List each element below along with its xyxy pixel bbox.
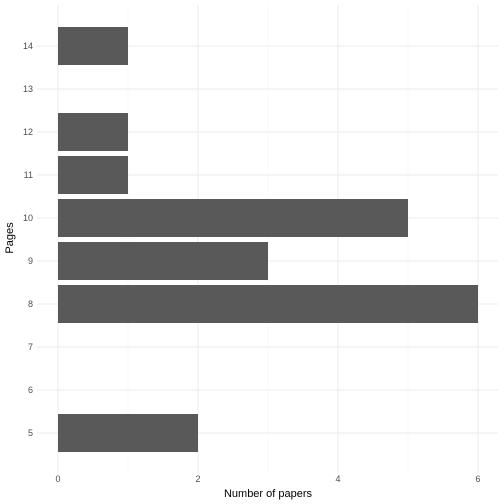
y-tick-label: 5 — [28, 428, 33, 438]
y-tick-label: 9 — [28, 256, 33, 266]
y-tick-label: 13 — [23, 84, 33, 94]
bar-pages-12 — [58, 113, 128, 151]
x-tick-label: 4 — [335, 474, 340, 484]
y-tick-label: 14 — [23, 41, 33, 51]
bar-pages-8 — [58, 285, 478, 323]
bar-pages-9 — [58, 242, 268, 280]
x-tick-label: 2 — [195, 474, 200, 484]
grid — [37, 5, 498, 473]
y-tick-label: 7 — [28, 342, 33, 352]
bars — [58, 27, 478, 452]
y-axis-title: Pages — [4, 222, 16, 254]
y-axis-ticks: 5 6 7 8 9 10 11 12 13 14 — [23, 41, 33, 438]
bar-pages-11 — [58, 156, 128, 194]
bar-pages-14 — [58, 27, 128, 65]
y-tick-label: 6 — [28, 385, 33, 395]
x-tick-label: 0 — [55, 474, 60, 484]
bar-pages-10 — [58, 199, 408, 237]
x-tick-label: 6 — [475, 474, 480, 484]
y-tick-label: 11 — [24, 170, 33, 180]
x-axis-title: Number of papers — [224, 488, 313, 500]
y-tick-label: 10 — [23, 213, 33, 223]
x-axis-ticks: 0 2 4 6 — [55, 474, 480, 484]
y-tick-label: 8 — [28, 299, 33, 309]
y-tick-label: 12 — [23, 127, 33, 137]
bar-pages-5 — [58, 414, 198, 452]
